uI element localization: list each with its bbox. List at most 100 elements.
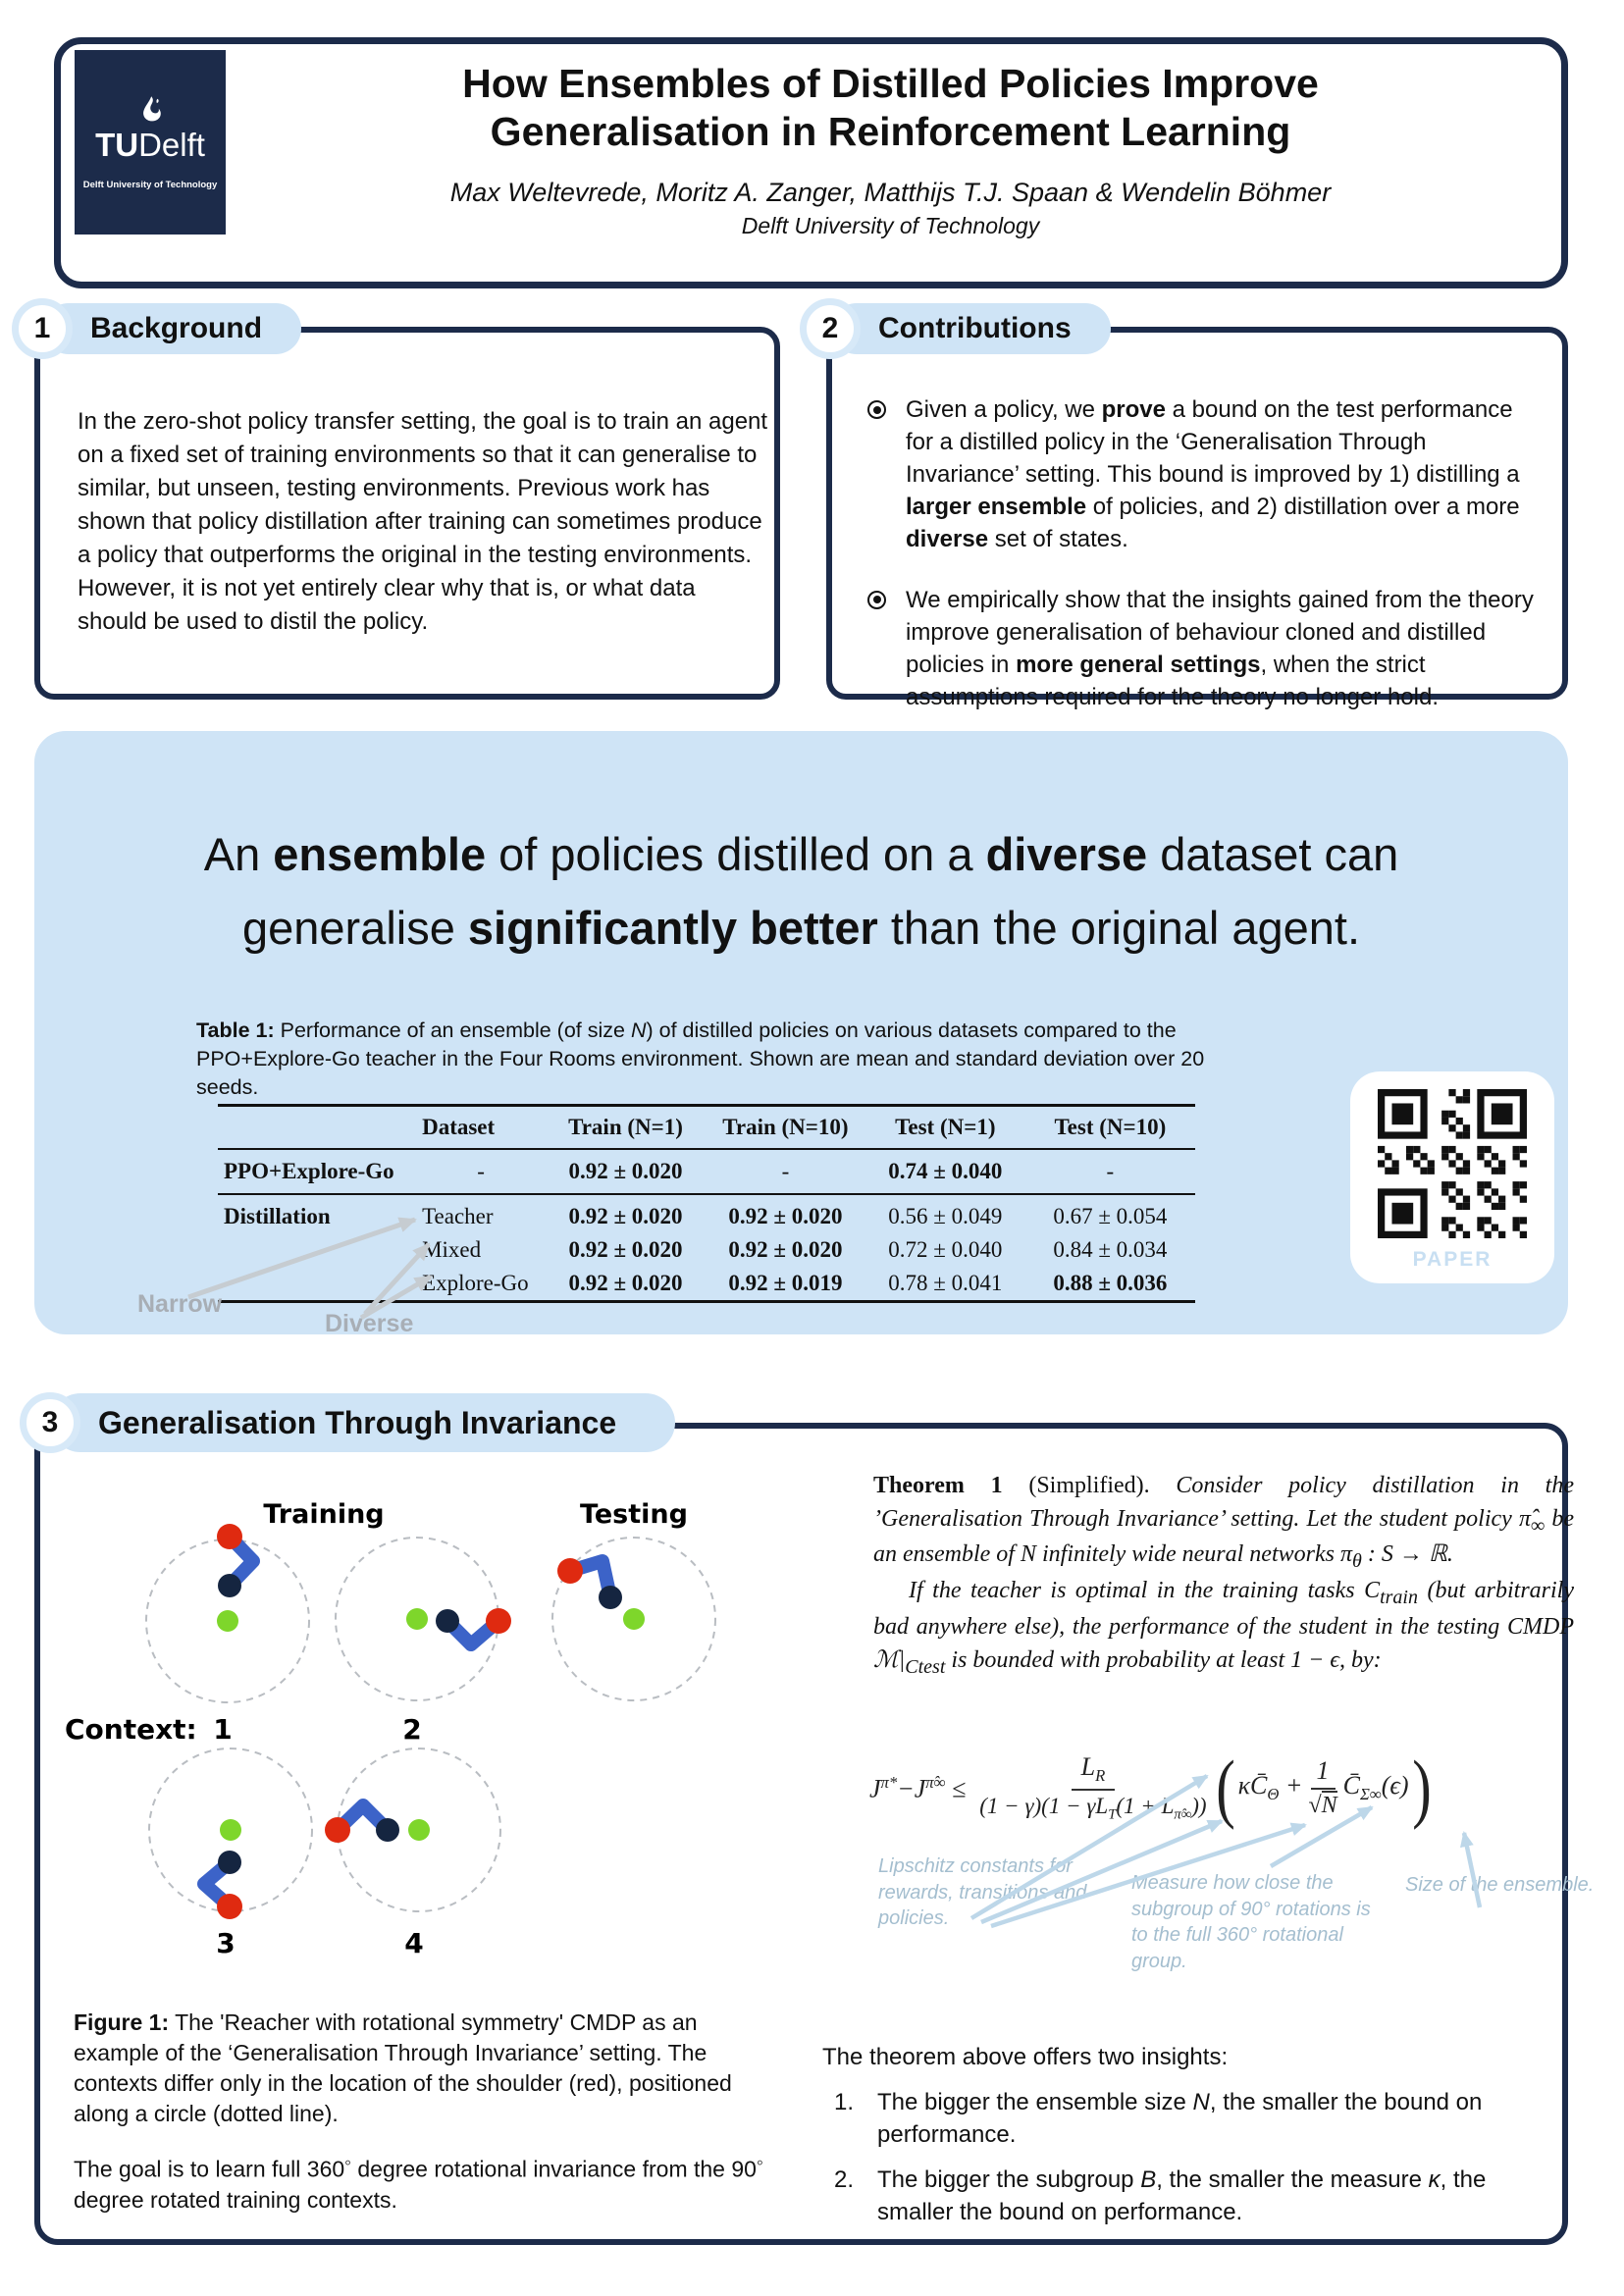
cell: Mixed xyxy=(422,1237,482,1262)
target-dots xyxy=(217,1608,645,1841)
equation-kappa-term: κC̄Θ + xyxy=(1237,1771,1303,1804)
cell: - xyxy=(416,1149,547,1195)
section-number-1: 1 xyxy=(12,298,73,359)
header: TUDelft Delft University of Technology H… xyxy=(54,37,1568,288)
fisheye-bullet-icon xyxy=(867,590,886,609)
table-caption: Table 1: Performance of an ensemble (of … xyxy=(196,1018,1205,1099)
col-header xyxy=(218,1105,417,1150)
cell: 0.88 ± 0.036 xyxy=(1053,1271,1168,1295)
context-number-4: 4 xyxy=(404,1927,423,1959)
cell: 0.92 ± 0.019 xyxy=(728,1271,843,1295)
theorem-condition: If the teacher is optimal in the trainin… xyxy=(873,1578,1574,1678)
insights-intro: The theorem above offers two insights: xyxy=(822,2044,1229,2070)
col-header-test-n1: Test (N=1) xyxy=(864,1105,1025,1150)
tu-delft-logo: TUDelft Delft University of Technology xyxy=(75,50,226,235)
logo-subtitle: Delft University of Technology xyxy=(82,179,218,190)
diverse-annotation: Diverse xyxy=(325,1310,414,1337)
table-row: PPO+Explore-Go - 0.92 ± 0.020 - 0.74 ± 0… xyxy=(218,1149,1195,1195)
invariance-box: Training Testing xyxy=(34,1423,1594,2245)
context-label: Context: xyxy=(65,1713,197,1746)
authors: Max Weltevrede, Moritz A. Zanger, Matthi… xyxy=(449,178,1332,208)
annotation-ensemble-size: Size of the ensemble. xyxy=(1405,1874,1595,1896)
insight-number: 2. xyxy=(834,2166,855,2193)
background-box: In the zero-shot policy transfer setting… xyxy=(34,327,780,700)
flame-icon xyxy=(143,95,161,121)
list-item: We empirically show that the insights ga… xyxy=(867,584,1535,713)
testing-label: Testing xyxy=(580,1499,688,1530)
insight-number: 1. xyxy=(834,2088,855,2115)
col-header-test-n10: Test (N=10) xyxy=(1024,1105,1195,1150)
table-row: Distillation Teacher 0.92 ± 0.020 0.92 ±… xyxy=(218,1194,1195,1233)
cell: 0.92 ± 0.020 xyxy=(728,1204,843,1228)
qr-code-icon xyxy=(1378,1089,1527,1238)
cell: 0.67 ± 0.054 xyxy=(1053,1204,1168,1228)
contributions-box: Given a policy, we prove a bound on the … xyxy=(826,327,1568,710)
cell: 0.92 ± 0.020 xyxy=(728,1237,843,1262)
cell: 0.84 ± 0.034 xyxy=(1053,1237,1168,1262)
theorem-statement: Theorem 1 (Simplified). Consider policy … xyxy=(873,1473,1574,1573)
key-statement: An ensemble of policies distilled on a d… xyxy=(203,828,1399,955)
cell: 0.92 ± 0.020 xyxy=(568,1237,683,1262)
col-header-train-n1: Train (N=1) xyxy=(546,1105,706,1150)
insight-text: The bigger the ensemble size N, the smal… xyxy=(877,2088,1483,2149)
testing-circle xyxy=(551,1537,716,1701)
section-title-background: Background xyxy=(43,303,302,354)
cell: Teacher xyxy=(422,1204,494,1228)
figure-1-caption: Figure 1: The 'Reacher with rotational s… xyxy=(74,2009,732,2127)
section-head-contributions: 2 Contributions xyxy=(800,298,1111,359)
row-label xyxy=(218,1267,416,1302)
section-number-3: 3 xyxy=(20,1392,80,1453)
open-paren: ( xyxy=(1215,1745,1235,1831)
context-number-3: 3 xyxy=(216,1927,235,1959)
training-label: Training xyxy=(263,1499,384,1530)
tip-dots xyxy=(218,1574,622,1874)
insight-item-1: 1. The bigger the ensemble size N, the s… xyxy=(822,2086,1558,2152)
figure-1-reacher: Training Testing xyxy=(65,1499,716,1959)
qr-label: PAPER xyxy=(1412,1248,1493,1271)
cell: 0.92 ± 0.020 xyxy=(568,1271,683,1295)
cell: 0.56 ± 0.049 xyxy=(888,1204,1003,1228)
list-item: Given a policy, we prove a bound on the … xyxy=(867,393,1535,556)
equation-lhs: Jπ*−Jπ̂∞ ≤ xyxy=(869,1772,967,1803)
equation-sigma-term: C̄Σ∞(ϵ) xyxy=(1342,1771,1409,1804)
cell: 0.74 ± 0.040 xyxy=(864,1149,1025,1195)
highlight-panel: An ensemble of policies distilled on a d… xyxy=(34,731,1568,1337)
cell: - xyxy=(1024,1149,1195,1195)
context-number-1: 1 xyxy=(213,1713,232,1746)
row-label xyxy=(218,1233,416,1267)
paper-qr-card: PAPER xyxy=(1350,1071,1554,1283)
theorem-1: Theorem 1 (Simplified). Consider policy … xyxy=(873,1470,1574,1680)
equation-main-fraction: LR (1 − γ)(1 − γLT(1 + Lπ̂∞)) xyxy=(979,1752,1207,1823)
col-header-train-n10: Train (N=10) xyxy=(705,1105,865,1150)
contribution-1: Given a policy, we prove a bound on the … xyxy=(906,396,1520,553)
results-table: Dataset Train (N=1) Train (N=10) Test (N… xyxy=(218,1104,1195,1303)
header-titles: How Ensembles of Distilled Policies Impr… xyxy=(226,44,1555,239)
cell: Explore-Go xyxy=(422,1271,529,1295)
cell: 0.78 ± 0.041 xyxy=(888,1271,1003,1295)
poster-title: How Ensembles of Distilled Policies Impr… xyxy=(462,61,1319,155)
section-head-background: 1 Background xyxy=(12,298,302,359)
col-header-dataset: Dataset xyxy=(416,1105,547,1150)
shoulder-dots xyxy=(217,1524,583,1919)
section-head-invariance: 3 Generalisation Through Invariance xyxy=(20,1392,676,1453)
section-number-2: 2 xyxy=(800,298,861,359)
insights: The theorem above offers two insights: 1… xyxy=(822,2041,1558,2229)
close-paren: ) xyxy=(1411,1745,1432,1831)
row-label: Distillation xyxy=(224,1204,331,1228)
row-label: PPO+Explore-Go xyxy=(218,1149,417,1195)
annotation-lipschitz: Lipschitz constants for rewards, transit… xyxy=(878,1855,1087,1930)
cell: 0.92 ± 0.020 xyxy=(546,1149,706,1195)
contributions-list: Given a policy, we prove a bound on the … xyxy=(867,393,1535,741)
annotation-kappa: Measure how close the subgroup of 90° ro… xyxy=(1131,1872,1371,1972)
figure-goal-text: The goal is to learn full 360◦ degree ro… xyxy=(74,2153,763,2213)
cell: - xyxy=(705,1149,865,1195)
context-number-2: 2 xyxy=(402,1713,421,1746)
section-title-contributions: Contributions xyxy=(831,303,1111,354)
background-body: In the zero-shot policy transfer setting… xyxy=(78,408,768,636)
insight-text: The bigger the subgroup B, the smaller t… xyxy=(877,2166,1487,2226)
cell: 0.72 ± 0.040 xyxy=(888,1237,1003,1262)
contribution-2: We empirically show that the insights ga… xyxy=(906,586,1534,710)
equation-ensemble-fraction: 1 √N xyxy=(1308,1756,1337,1819)
narrow-annotation: Narrow xyxy=(137,1290,223,1318)
